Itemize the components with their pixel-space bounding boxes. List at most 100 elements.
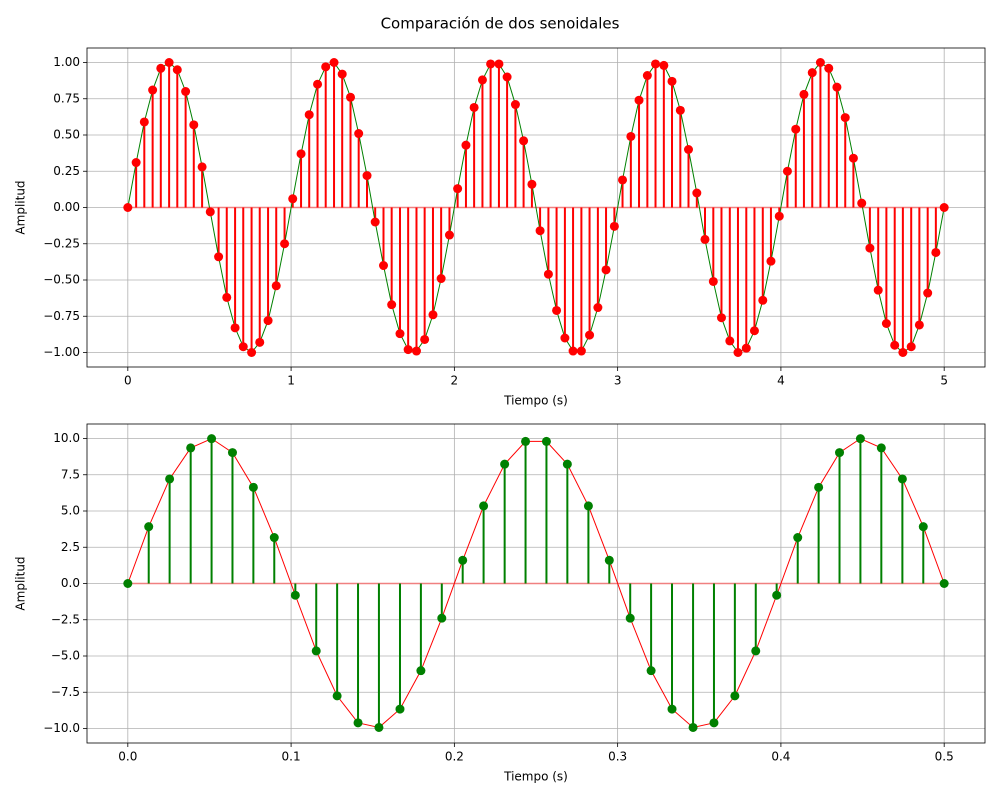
marker xyxy=(751,646,761,656)
x-tick-label: 5 xyxy=(940,374,948,388)
marker xyxy=(543,269,553,279)
signal-line xyxy=(127,61,945,354)
marker xyxy=(609,221,619,231)
marker xyxy=(374,722,384,732)
marker xyxy=(898,348,908,357)
marker xyxy=(835,448,845,458)
marker xyxy=(370,217,380,227)
marker xyxy=(288,194,298,204)
marker xyxy=(634,95,644,105)
marker xyxy=(296,149,306,159)
marker xyxy=(865,243,875,253)
marker xyxy=(708,276,718,286)
x-axis-label: Tiempo (s) xyxy=(503,394,568,408)
marker xyxy=(931,247,941,257)
marker xyxy=(214,252,224,262)
marker xyxy=(395,329,405,339)
marker xyxy=(766,256,776,266)
y-tick-label: 10.0 xyxy=(53,431,80,445)
x-tick-label: 0.5 xyxy=(935,750,954,764)
marker xyxy=(651,59,661,69)
marker xyxy=(280,239,290,249)
marker xyxy=(716,313,726,323)
marker xyxy=(535,226,545,236)
x-tick-label: 4 xyxy=(777,374,785,388)
x-tick-label: 0.1 xyxy=(282,750,301,764)
marker xyxy=(502,72,512,82)
marker xyxy=(437,613,447,623)
marker xyxy=(741,343,751,353)
marker xyxy=(329,58,339,67)
marker xyxy=(562,459,572,469)
y-tick-label: 0.0 xyxy=(61,576,80,590)
marker xyxy=(479,501,489,511)
y-tick-label: −0.25 xyxy=(43,236,80,250)
marker xyxy=(304,110,314,120)
marker xyxy=(758,295,768,305)
marker xyxy=(411,346,421,356)
marker xyxy=(420,334,430,344)
marker xyxy=(552,305,562,315)
marker xyxy=(428,310,438,320)
y-tick-label: −10.0 xyxy=(43,721,80,735)
marker xyxy=(876,443,886,453)
marker xyxy=(230,323,240,333)
marker xyxy=(353,718,363,728)
marker xyxy=(774,211,784,221)
marker xyxy=(387,300,397,310)
marker xyxy=(604,555,614,565)
x-tick-label: 0.3 xyxy=(608,750,627,764)
marker xyxy=(560,333,570,343)
marker xyxy=(346,92,356,102)
marker xyxy=(733,348,743,357)
marker xyxy=(354,129,364,139)
marker xyxy=(395,704,405,714)
marker xyxy=(692,188,702,198)
marker xyxy=(461,140,471,150)
y-tick-label: −1.00 xyxy=(43,345,80,359)
marker xyxy=(222,292,232,302)
marker xyxy=(855,434,865,444)
y-tick-label: 7.5 xyxy=(61,467,80,481)
marker xyxy=(156,63,166,73)
marker xyxy=(601,265,611,275)
marker xyxy=(923,288,933,298)
marker xyxy=(881,319,891,328)
marker xyxy=(416,666,426,676)
marker xyxy=(939,203,949,212)
x-tick-label: 0 xyxy=(124,374,132,388)
marker xyxy=(165,474,175,484)
marker xyxy=(642,71,652,81)
marker xyxy=(519,136,529,146)
marker xyxy=(379,261,389,270)
marker xyxy=(793,533,803,543)
marker xyxy=(700,234,710,244)
marker xyxy=(815,58,825,67)
marker xyxy=(207,434,217,444)
marker xyxy=(730,691,740,701)
marker xyxy=(486,59,496,69)
marker xyxy=(667,76,677,86)
x-tick-label: 0.0 xyxy=(118,750,137,764)
marker xyxy=(205,207,215,217)
marker xyxy=(618,175,628,185)
marker xyxy=(494,59,504,69)
axes-frame xyxy=(86,47,986,368)
marker xyxy=(840,113,850,123)
y-tick-label: 0.50 xyxy=(53,128,80,142)
y-tick-label: 0.00 xyxy=(53,200,80,214)
marker xyxy=(576,346,586,356)
marker xyxy=(311,646,321,656)
y-tick-label: −0.50 xyxy=(43,273,80,287)
marker xyxy=(255,337,265,347)
signal-line xyxy=(127,438,945,729)
marker xyxy=(477,75,487,85)
y-tick-label: 1.00 xyxy=(53,55,80,69)
y-tick-label: 0.25 xyxy=(53,164,80,178)
marker xyxy=(646,666,656,676)
marker xyxy=(186,443,196,453)
y-tick-label: −2.5 xyxy=(51,612,80,626)
figure-title: Comparación de dos senoidales xyxy=(381,15,620,33)
x-tick-label: 1 xyxy=(287,374,295,388)
marker xyxy=(814,482,824,492)
